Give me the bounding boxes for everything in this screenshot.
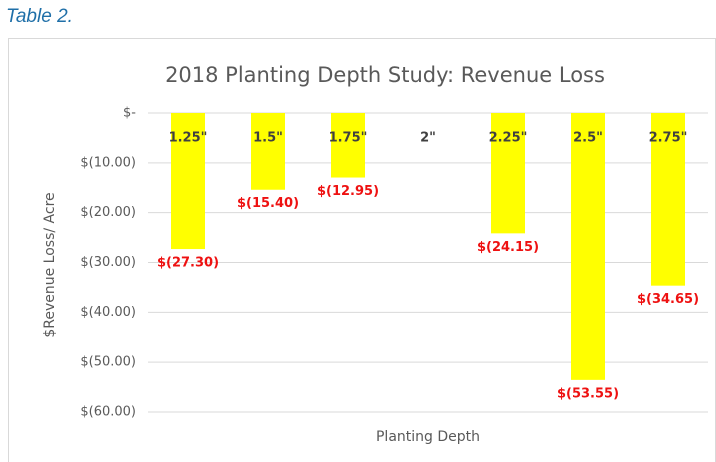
caption: Table 2. — [6, 6, 73, 27]
data-label: $(27.30) — [157, 256, 219, 271]
data-label: $(15.40) — [237, 196, 299, 211]
y-tick-label: $(20.00) — [80, 205, 136, 220]
y-axis-title: $Revenue Loss/ Acre — [42, 192, 58, 337]
data-label: $(53.55) — [557, 386, 619, 401]
x-tick-label: 2.25" — [489, 131, 528, 146]
data-label: $(12.95) — [317, 184, 379, 199]
x-tick-label: 2.5" — [573, 131, 603, 146]
chart-title: 2018 Planting Depth Study: Revenue Loss — [165, 63, 605, 87]
y-tick-label: $(30.00) — [80, 255, 136, 270]
bar — [651, 113, 685, 286]
data-label: $(24.15) — [477, 240, 539, 255]
x-axis-title: Planting Depth — [376, 429, 480, 445]
x-tick-label: 2" — [420, 131, 436, 146]
bar — [171, 113, 205, 250]
bar — [491, 113, 525, 234]
x-tick-label: 2.75" — [649, 131, 688, 146]
x-tick-label: 1.5" — [253, 131, 283, 146]
x-tick-label: 1.25" — [169, 131, 208, 146]
y-tick-label: $(60.00) — [80, 405, 136, 420]
y-tick-label: $- — [123, 106, 136, 121]
data-label: $(34.65) — [637, 292, 699, 307]
bar — [331, 113, 365, 178]
y-tick-label: $(50.00) — [80, 355, 136, 370]
bar — [571, 113, 605, 380]
y-tick-label: $(40.00) — [80, 305, 136, 320]
y-tick-label: $(10.00) — [80, 155, 136, 170]
bar — [251, 113, 285, 190]
x-tick-label: 1.75" — [329, 131, 368, 146]
